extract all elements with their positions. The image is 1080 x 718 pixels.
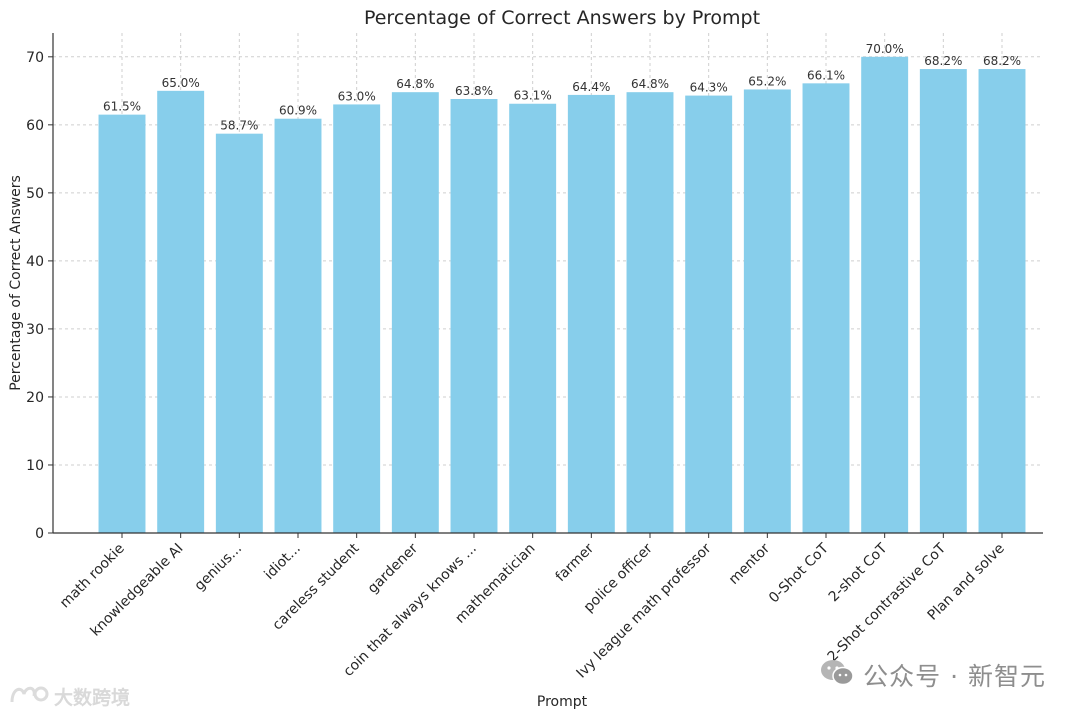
data-label: 63.8% xyxy=(455,84,493,98)
bar xyxy=(450,98,498,534)
bar xyxy=(802,83,850,533)
data-label: 63.0% xyxy=(338,89,376,103)
logo-icon xyxy=(8,682,50,710)
x-tick-label: 2-shot CoT xyxy=(826,540,891,605)
y-tick-label: 30 xyxy=(26,322,44,338)
data-label: 64.3% xyxy=(690,81,728,95)
x-tick-label: 2-Shot contrastive CoT xyxy=(825,540,950,665)
watermark-wechat: 公众号 · 新智元 xyxy=(819,657,1046,693)
bar xyxy=(333,104,381,533)
bar xyxy=(509,103,557,534)
data-label: 68.2% xyxy=(983,54,1021,68)
bar xyxy=(978,69,1026,534)
x-tick-label: mentor xyxy=(726,540,774,588)
data-label: 60.9% xyxy=(279,104,317,118)
bar xyxy=(215,133,263,533)
x-tick-label: idiot... xyxy=(261,541,303,583)
y-tick-label: 0 xyxy=(35,526,44,542)
bar xyxy=(861,56,909,534)
y-tick-label: 50 xyxy=(26,186,44,202)
data-label: 64.8% xyxy=(631,77,669,91)
data-label: 65.0% xyxy=(162,76,200,90)
data-label: 64.8% xyxy=(396,77,434,91)
bar xyxy=(391,92,439,534)
watermark-wechat-text: 公众号 · 新智元 xyxy=(863,662,1046,691)
data-label: 66.1% xyxy=(807,68,845,82)
y-tick-label: 70 xyxy=(26,50,44,66)
x-tick-label: 0-Shot CoT xyxy=(766,540,832,606)
bar xyxy=(743,89,791,533)
data-label: 70.0% xyxy=(866,42,904,56)
axes xyxy=(52,33,1043,534)
watermark-brand-text: 大数跨境 xyxy=(54,686,131,709)
x-axis-title: Prompt xyxy=(537,694,588,710)
data-label: 65.2% xyxy=(748,74,786,88)
bar xyxy=(157,90,205,534)
bar xyxy=(567,94,615,534)
bar xyxy=(274,118,322,533)
data-label: 61.5% xyxy=(103,100,141,114)
y-tick-label: 20 xyxy=(26,390,44,406)
y-tick-label: 60 xyxy=(26,118,44,134)
data-label: 58.7% xyxy=(220,119,258,133)
y-tick-label: 10 xyxy=(26,458,44,474)
data-labels: 61.5% 65.0% 58.7% 60.9% 63.0% 64.8% 63.8% 63.1%… xyxy=(103,42,1021,133)
data-label: 63.1% xyxy=(514,89,552,103)
watermark-brand: 大数跨境 xyxy=(8,682,130,710)
bar xyxy=(98,114,146,533)
data-label: 64.4% xyxy=(572,80,610,94)
x-tick-label: genius... xyxy=(192,541,246,595)
bar xyxy=(626,92,674,534)
x-tick-label: farmer xyxy=(553,540,598,585)
data-label: 68.2% xyxy=(924,54,962,68)
x-tick-label: gardener xyxy=(365,540,422,597)
y-tick-label: 40 xyxy=(26,254,44,270)
bars xyxy=(98,56,1026,534)
y-ticks: 0 10 20 30 40 50 60 70 xyxy=(26,50,53,542)
bar xyxy=(919,69,967,534)
wechat-icon xyxy=(819,658,855,692)
y-axis-title: Percentage of Correct Answers xyxy=(8,175,24,391)
chart-title: Percentage of Correct Answers by Prompt xyxy=(364,7,760,29)
bar xyxy=(685,95,733,534)
